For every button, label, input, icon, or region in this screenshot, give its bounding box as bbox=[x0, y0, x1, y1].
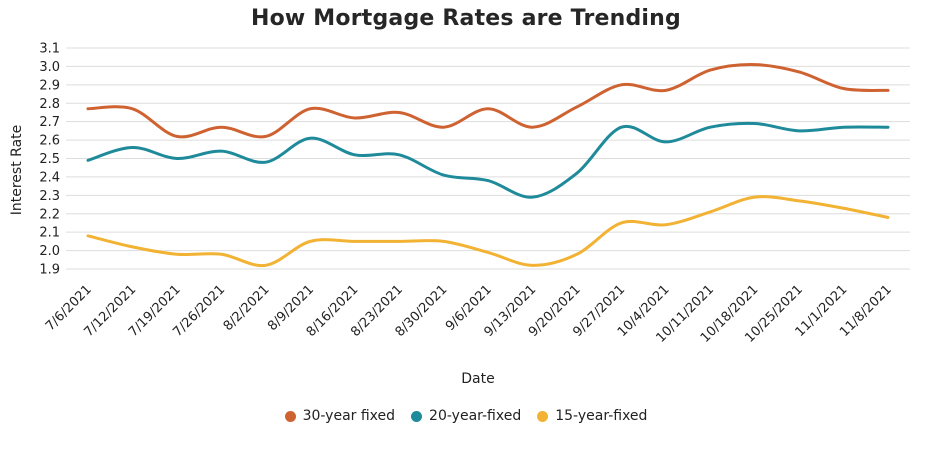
series-line-2 bbox=[86, 195, 890, 268]
y-tick-label: 2.5 bbox=[39, 152, 60, 167]
legend-item: 30-year fixed bbox=[284, 408, 396, 424]
legend: 30-year fixed 20-year-fixed 15-year-fixed bbox=[0, 408, 932, 424]
y-tick-label: 1.9 bbox=[39, 263, 60, 278]
legend-label: 30-year fixed bbox=[302, 408, 396, 424]
y-tick-label: 2.1 bbox=[39, 226, 60, 241]
legend-item: 20-year-fixed bbox=[411, 408, 521, 424]
y-tick-label: 2.3 bbox=[39, 189, 60, 204]
x-axis-ticks: 7/6/20217/12/20217/19/20217/26/20218/2/2… bbox=[43, 282, 895, 346]
y-axis-ticks: 1.9 2.0 2.1 2.2 2.3 2.4 2.5 2.6 2.7 2.8 2.9 3.0 3.1 bbox=[39, 42, 60, 278]
x-tick-label: 8/2/2021 bbox=[221, 282, 273, 334]
legend-label: 15-year-fixed bbox=[555, 408, 648, 424]
legend-dot-icon bbox=[411, 410, 423, 422]
y-tick-label: 2.2 bbox=[39, 207, 60, 222]
legend-label: 20-year-fixed bbox=[429, 408, 522, 424]
y-tick-label: 2.0 bbox=[39, 244, 60, 259]
y-tick-label: 2.6 bbox=[39, 134, 60, 149]
legend-dot-icon bbox=[537, 410, 549, 422]
y-axis-label: Interest Rate bbox=[9, 125, 25, 216]
series-line-0 bbox=[86, 63, 890, 139]
y-tick-label: 2.9 bbox=[39, 78, 60, 93]
grid-lines bbox=[66, 47, 910, 270]
series-lines bbox=[86, 63, 890, 268]
y-tick-label: 2.4 bbox=[39, 170, 60, 185]
legend-item: 15-year-fixed bbox=[537, 408, 647, 424]
y-tick-label: 3.1 bbox=[39, 42, 60, 57]
x-axis-label: Date bbox=[461, 371, 494, 387]
series-line-1 bbox=[86, 121, 890, 199]
chart-title: How Mortgage Rates are Trending bbox=[251, 6, 681, 31]
y-tick-label: 2.7 bbox=[39, 115, 60, 130]
legend-dot-icon bbox=[284, 410, 296, 422]
y-tick-label: 3.0 bbox=[39, 60, 60, 75]
y-tick-label: 2.8 bbox=[39, 97, 60, 112]
